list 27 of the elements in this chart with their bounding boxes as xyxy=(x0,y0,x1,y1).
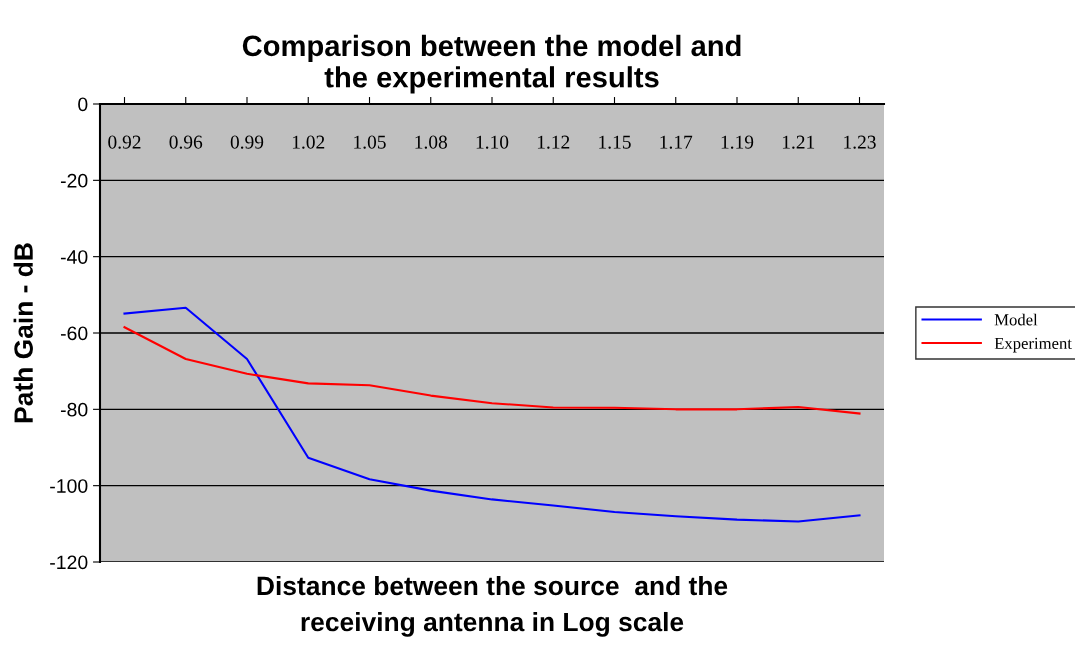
x-tick-label: 1.17 xyxy=(660,135,693,149)
x-tick-label: 1.19 xyxy=(721,135,754,149)
x-tick-label: 1.08 xyxy=(415,135,448,149)
x-tick-label: 1.21 xyxy=(782,135,815,149)
x-axis-title: Distance between the source and the receiving antenna in Log scale xyxy=(257,575,728,637)
x-tick-label: 0.96 xyxy=(169,135,203,149)
y-tick-label: 0 xyxy=(78,97,88,112)
x-tick-label: 1.05 xyxy=(354,135,386,149)
legend-label: Experiment xyxy=(994,337,1072,353)
y-tick-label: -80 xyxy=(60,402,88,417)
x-tick-label: 0.99 xyxy=(230,135,264,149)
chart-title: Comparison between the model and the experimental results xyxy=(242,34,741,94)
y-tick-label: -20 xyxy=(60,173,88,188)
x-tick-label: 1.23 xyxy=(844,135,876,149)
y-tick-label: -60 xyxy=(60,326,88,341)
x-tick-label: 1.02 xyxy=(292,135,325,149)
x-tick-label: 1.10 xyxy=(476,135,509,149)
legend-label: Model xyxy=(994,313,1038,326)
x-tick-label: 1.15 xyxy=(599,135,631,149)
y-tick-label: -120 xyxy=(50,555,88,570)
line-series xyxy=(123,326,861,415)
line-series xyxy=(123,306,861,523)
y-tick-label: -100 xyxy=(50,479,88,493)
x-tick-label: 1.12 xyxy=(537,135,570,149)
y-axis-title: Path Gain - dB xyxy=(13,243,33,423)
x-tick-label: 0.92 xyxy=(108,135,141,149)
y-tick-label: -40 xyxy=(60,250,88,264)
